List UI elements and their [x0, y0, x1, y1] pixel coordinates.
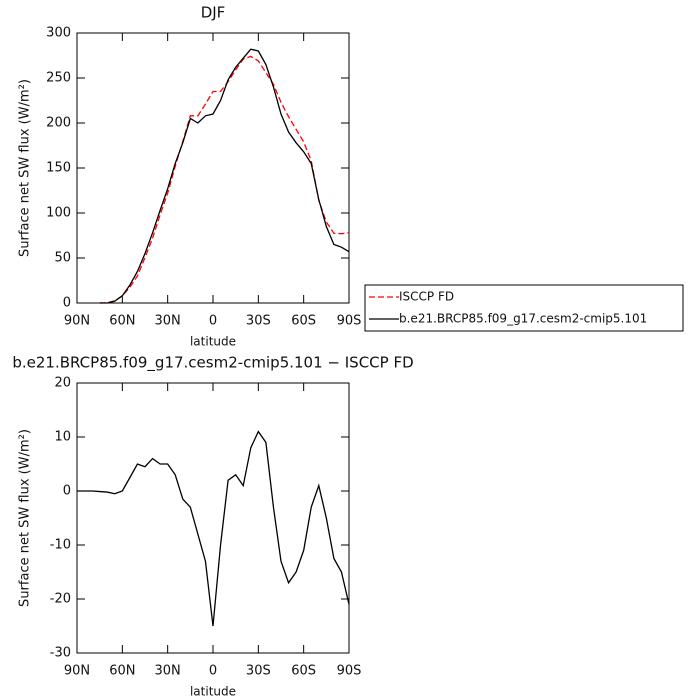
x-tick-label: 90N	[64, 314, 90, 329]
y-tick-label: 100	[46, 206, 71, 221]
legend-label: ISCCP FD	[399, 290, 454, 304]
y-tick-label: 200	[46, 116, 71, 131]
x-tick-label: 0	[209, 664, 217, 679]
x-tick-label: 90S	[337, 314, 362, 329]
y-tick-label: -20	[50, 592, 71, 607]
data-line	[99, 55, 350, 304]
y-tick-label: 300	[46, 26, 71, 41]
y-tick-label: -10	[50, 538, 71, 553]
x-tick-label: 60S	[291, 664, 316, 679]
y-tick-label: 20	[54, 376, 71, 391]
y-axis-label: Surface net SW flux (W/m²)	[18, 79, 33, 257]
y-tick-label: 0	[63, 296, 71, 311]
x-tick-label: 60N	[109, 664, 135, 679]
x-tick-label: 30N	[155, 664, 181, 679]
y-tick-label: 0	[63, 484, 71, 499]
x-tick-label: 30N	[155, 314, 181, 329]
plot-frame	[76, 32, 350, 304]
x-axis-label: latitude	[190, 685, 236, 699]
y-tick-label: 10	[54, 430, 71, 445]
x-tick-label: 90N	[64, 664, 90, 679]
x-tick-label: 0	[209, 314, 217, 329]
y-tick-label: 50	[54, 251, 71, 266]
x-tick-label: 30S	[246, 664, 271, 679]
legend-box	[364, 284, 684, 332]
x-axis-label: latitude	[190, 335, 236, 349]
y-tick-label: 150	[46, 161, 71, 176]
y-tick-label: -30	[50, 646, 71, 661]
y-axis-label: Surface net SW flux (W/m²)	[18, 429, 33, 607]
data-line	[77, 430, 350, 627]
data-line	[99, 48, 350, 304]
chart-title: DJF	[201, 4, 226, 22]
chart-title: b.e21.BRCP85.f09_g17.cesm2-cmip5.101 − I…	[12, 354, 413, 373]
x-tick-label: 60S	[291, 314, 316, 329]
legend-label: b.e21.BRCP85.f09_g17.cesm2-cmip5.101	[399, 312, 647, 326]
x-tick-label: 90S	[337, 664, 362, 679]
x-tick-label: 60N	[109, 314, 135, 329]
y-tick-label: 250	[46, 71, 71, 86]
plot-frame	[76, 382, 350, 654]
x-tick-label: 30S	[246, 314, 271, 329]
